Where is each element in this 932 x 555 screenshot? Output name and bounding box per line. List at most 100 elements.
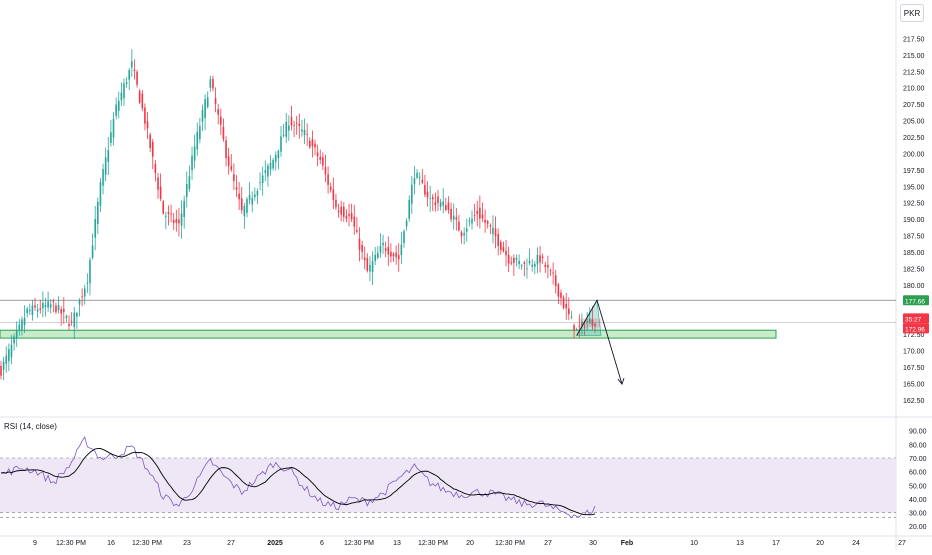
candle — [141, 89, 144, 112]
support-zone — [0, 329, 777, 339]
candle — [416, 169, 418, 180]
candle-body — [26, 308, 28, 314]
candle-body — [112, 119, 115, 138]
candle-body — [201, 109, 204, 122]
candle-body — [384, 248, 387, 251]
candle-body — [238, 193, 240, 200]
candle-body — [450, 208, 452, 220]
currency-badge[interactable]: PKR — [900, 4, 924, 22]
candle-body — [400, 244, 403, 256]
candle — [104, 147, 107, 182]
candle — [562, 295, 565, 310]
candle — [295, 115, 298, 135]
candle — [65, 314, 68, 323]
candle-body — [288, 125, 290, 131]
candle-body — [458, 221, 460, 231]
rsi-indicator-label[interactable]: RSI (14, close) — [4, 422, 57, 431]
candle-body — [128, 70, 131, 80]
candle — [445, 197, 447, 212]
candle-body — [463, 233, 465, 236]
candle-body — [180, 213, 183, 226]
price-tick-label: 185.00 — [903, 250, 925, 257]
candle-body — [447, 202, 450, 210]
candle-body — [405, 220, 408, 227]
candle — [204, 94, 206, 131]
candle-body — [267, 165, 269, 177]
candle — [382, 234, 384, 254]
candle-body — [62, 308, 65, 312]
candle — [290, 105, 293, 131]
candle-body — [557, 284, 560, 297]
candle — [513, 254, 515, 276]
candle — [280, 126, 282, 157]
candle-body — [83, 288, 86, 297]
candle — [557, 282, 560, 304]
candle-body — [131, 61, 133, 68]
candle — [256, 188, 259, 205]
candle-body — [547, 264, 549, 268]
candle — [125, 77, 128, 88]
rsi-tick-label: 70.00 — [909, 456, 927, 463]
candle-body — [303, 129, 306, 136]
candle — [376, 246, 379, 260]
candle — [102, 163, 104, 195]
candle — [209, 75, 212, 92]
candle — [94, 206, 97, 251]
candle-body — [123, 83, 125, 99]
time-tick-label: 12:30 PM — [132, 540, 162, 547]
candle-body — [554, 275, 557, 286]
candle-body — [510, 262, 513, 264]
candle-body — [484, 219, 486, 223]
candle-body — [298, 123, 301, 126]
candle-body — [94, 219, 97, 238]
candle — [526, 258, 528, 279]
candle-body — [272, 160, 274, 169]
candle-body — [429, 198, 431, 199]
candle — [191, 146, 193, 180]
candle — [358, 227, 361, 262]
price-tick-label: 210.00 — [903, 86, 925, 93]
candle — [76, 311, 78, 329]
time-tick-label: 13 — [736, 540, 744, 547]
candle — [83, 284, 86, 305]
candle-body — [293, 124, 295, 126]
candle — [306, 123, 308, 146]
time-tick-label: 13 — [393, 540, 401, 547]
candle-body — [141, 93, 144, 109]
candle-body — [413, 178, 416, 184]
candle — [146, 112, 149, 140]
candle — [120, 82, 123, 106]
time-tick-label: 12:30 PM — [56, 540, 86, 547]
candle — [264, 160, 267, 182]
candle-body — [442, 201, 445, 206]
candle-body — [568, 308, 570, 315]
candle — [308, 137, 311, 149]
candle-body — [254, 194, 256, 197]
candle — [544, 261, 547, 274]
candle-body — [151, 141, 154, 157]
candle — [178, 208, 180, 237]
candle — [560, 289, 562, 306]
pattern-triangle — [576, 299, 602, 336]
candle-body — [204, 99, 206, 119]
candle — [523, 260, 526, 277]
candle-body — [387, 246, 390, 255]
candle — [131, 49, 133, 77]
candle — [479, 195, 481, 229]
time-tick-label: 20 — [466, 540, 474, 547]
candle — [502, 241, 505, 253]
candle-body — [28, 309, 31, 312]
candle-body — [117, 100, 120, 111]
candle-body — [18, 324, 21, 331]
candle — [492, 215, 494, 244]
candle-body — [107, 150, 110, 162]
candle — [34, 297, 36, 311]
candle — [26, 306, 28, 318]
rsi-line — [0, 436, 596, 519]
candle — [154, 160, 157, 182]
candle — [586, 311, 588, 330]
candle — [340, 200, 342, 222]
candle — [288, 115, 290, 141]
